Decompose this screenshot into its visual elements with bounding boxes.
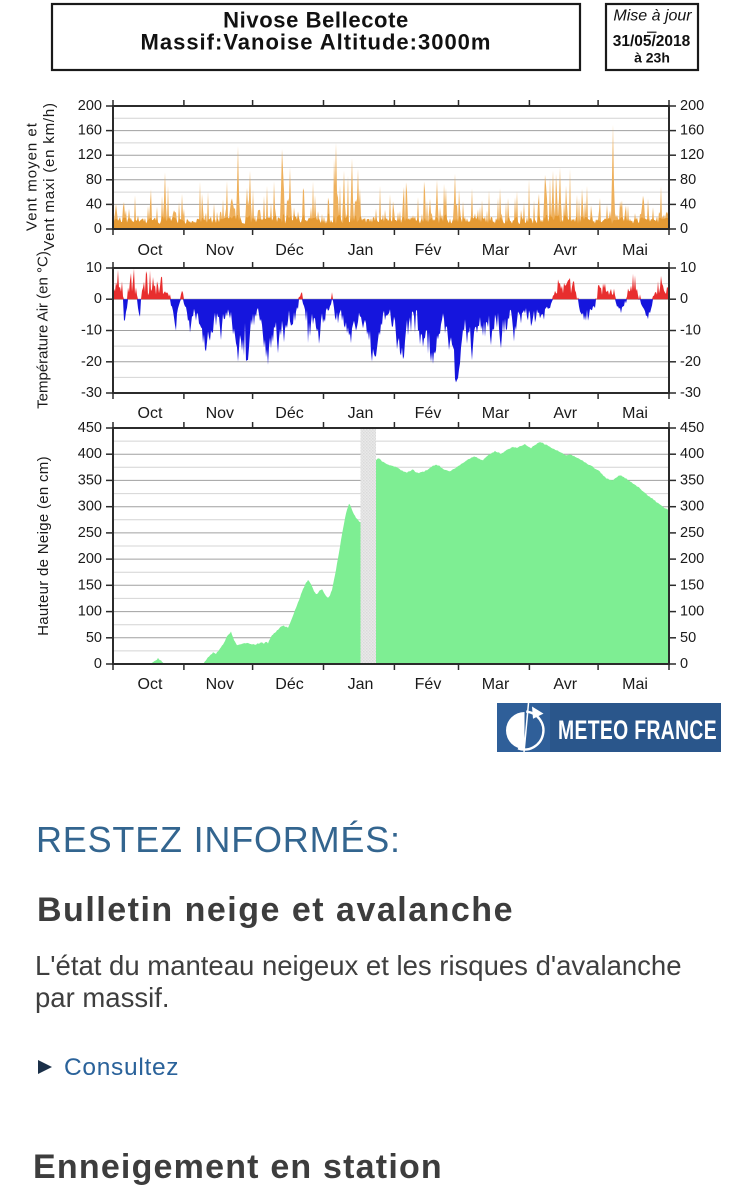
- svg-text:200: 200: [680, 551, 704, 567]
- svg-text:Nivose Bellecote: Nivose Bellecote: [223, 8, 409, 33]
- svg-text:450: 450: [680, 420, 704, 436]
- svg-text:Déc: Déc: [275, 676, 303, 693]
- svg-text:300: 300: [78, 499, 102, 515]
- svg-text:200: 200: [78, 98, 102, 114]
- svg-text:0: 0: [680, 221, 688, 237]
- svg-text:Mar: Mar: [482, 242, 510, 259]
- svg-text:Nov: Nov: [206, 676, 234, 693]
- svg-text:Oct: Oct: [138, 242, 163, 259]
- svg-text:200: 200: [680, 98, 704, 114]
- svg-text:100: 100: [78, 604, 102, 620]
- svg-text:120: 120: [680, 147, 704, 163]
- svg-text:Déc: Déc: [275, 405, 303, 422]
- svg-text:10: 10: [86, 260, 102, 276]
- svg-text:-20: -20: [81, 354, 102, 370]
- svg-text:Avr: Avr: [553, 405, 577, 422]
- svg-text:450: 450: [78, 420, 102, 436]
- svg-text:-30: -30: [81, 385, 102, 401]
- svg-text:40: 40: [86, 196, 102, 212]
- svg-text:Oct: Oct: [138, 405, 163, 422]
- svg-text:200: 200: [78, 551, 102, 567]
- svg-text:160: 160: [680, 123, 704, 139]
- svg-text:150: 150: [680, 577, 704, 593]
- svg-text:Mise à jour: Mise à jour: [613, 8, 692, 25]
- svg-text:Fév: Fév: [415, 405, 442, 422]
- svg-text:0: 0: [680, 291, 688, 307]
- svg-text:80: 80: [86, 172, 102, 188]
- svg-text:-10: -10: [680, 323, 701, 339]
- svg-text:31/05/2018: 31/05/2018: [613, 33, 691, 50]
- svg-text:Température Air (en °C): Température Air (en °C): [35, 251, 52, 409]
- svg-text:350: 350: [78, 472, 102, 488]
- svg-text:Mar: Mar: [482, 405, 510, 422]
- svg-text:250: 250: [680, 525, 704, 541]
- svg-text:80: 80: [680, 172, 696, 188]
- svg-text:50: 50: [86, 630, 102, 646]
- svg-text:Jan: Jan: [348, 405, 374, 422]
- svg-text:-20: -20: [680, 354, 701, 370]
- svg-text:Fév: Fév: [415, 676, 442, 693]
- svg-text:Nov: Nov: [206, 405, 234, 422]
- svg-text:40: 40: [680, 196, 696, 212]
- svg-text:50: 50: [680, 630, 696, 646]
- svg-text:0: 0: [94, 221, 102, 237]
- svg-text:Avr: Avr: [553, 676, 577, 693]
- svg-text:Jan: Jan: [348, 242, 374, 259]
- svg-text:à 23h: à 23h: [634, 50, 670, 66]
- svg-text:Mar: Mar: [482, 676, 510, 693]
- svg-text:Oct: Oct: [138, 676, 163, 693]
- svg-text:-10: -10: [81, 323, 102, 339]
- svg-text:Mai: Mai: [622, 405, 648, 422]
- svg-text:0: 0: [680, 656, 688, 672]
- svg-text:400: 400: [680, 446, 704, 462]
- svg-text:Avr: Avr: [553, 242, 577, 259]
- svg-text:Déc: Déc: [275, 242, 303, 259]
- svg-text:Vent maxi (en km/h): Vent maxi (en km/h): [41, 102, 58, 251]
- svg-text:Vent moyen et: Vent moyen et: [24, 122, 41, 231]
- svg-text:100: 100: [680, 604, 704, 620]
- svg-text:Mai: Mai: [622, 676, 648, 693]
- svg-text:0: 0: [94, 291, 102, 307]
- svg-text:400: 400: [78, 446, 102, 462]
- svg-text:10: 10: [680, 260, 696, 276]
- svg-text:Hauteur de Neige (en cm): Hauteur de Neige (en cm): [35, 456, 52, 636]
- svg-text:METEO FRANCE: METEO FRANCE: [558, 715, 717, 745]
- svg-text:0: 0: [94, 656, 102, 672]
- svg-text:-30: -30: [680, 385, 701, 401]
- svg-text:250: 250: [78, 525, 102, 541]
- svg-text:Fév: Fév: [415, 242, 442, 259]
- svg-text:Jan: Jan: [348, 676, 374, 693]
- svg-text:160: 160: [78, 123, 102, 139]
- svg-text:Nov: Nov: [206, 242, 234, 259]
- svg-text:Massif:Vanoise Altitude:3000m: Massif:Vanoise Altitude:3000m: [141, 30, 492, 55]
- svg-text:Mai: Mai: [622, 242, 648, 259]
- svg-text:150: 150: [78, 577, 102, 593]
- svg-text:300: 300: [680, 499, 704, 515]
- svg-text:350: 350: [680, 472, 704, 488]
- svg-text:120: 120: [78, 147, 102, 163]
